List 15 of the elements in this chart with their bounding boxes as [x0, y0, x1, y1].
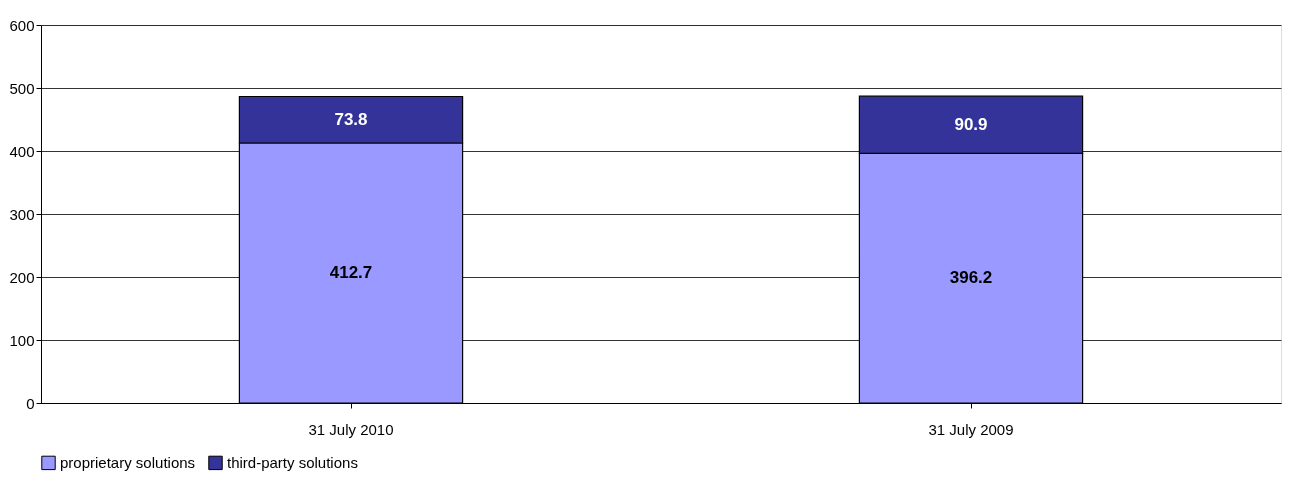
y-tick-label: 200 [9, 268, 35, 286]
data-label: 90.9 [954, 114, 988, 134]
x-tick-label: 31 July 2009 [928, 420, 1014, 438]
y-tick-label: 0 [26, 394, 35, 412]
data-label: 396.2 [949, 268, 993, 288]
y-tick-label: 400 [9, 142, 35, 160]
y-tick-label: 500 [9, 79, 35, 97]
y-tick-label: 300 [9, 205, 35, 223]
y-tick-label: 600 [9, 16, 35, 34]
legend-label: proprietary solutions [60, 453, 196, 471]
data-label: 412.7 [329, 263, 373, 282]
y-tick-label: 100 [9, 331, 35, 349]
legend-label: third-party solutions [227, 453, 358, 471]
x-tick-label: 31 July 2010 [308, 420, 394, 438]
data-label: 73.8 [334, 109, 368, 129]
